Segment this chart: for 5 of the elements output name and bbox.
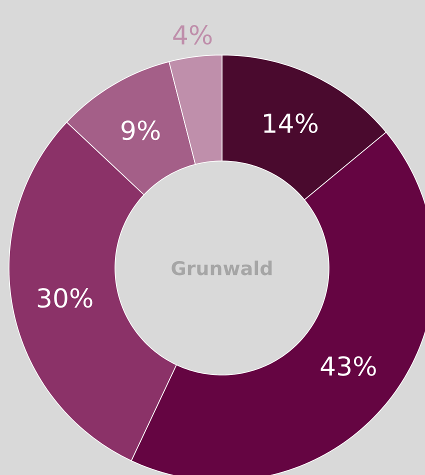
data-label: 30%: [38, 288, 92, 308]
data-label: 4%: [173, 25, 212, 45]
data-label: 14%: [264, 113, 318, 134]
data-label: 43%: [320, 356, 376, 376]
data-label: 9%: [122, 120, 160, 140]
